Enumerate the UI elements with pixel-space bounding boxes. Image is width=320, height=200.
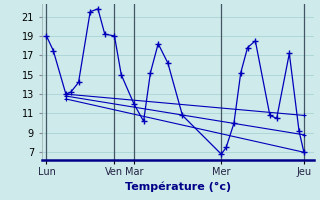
X-axis label: Température (°c): Température (°c) bbox=[124, 181, 231, 192]
